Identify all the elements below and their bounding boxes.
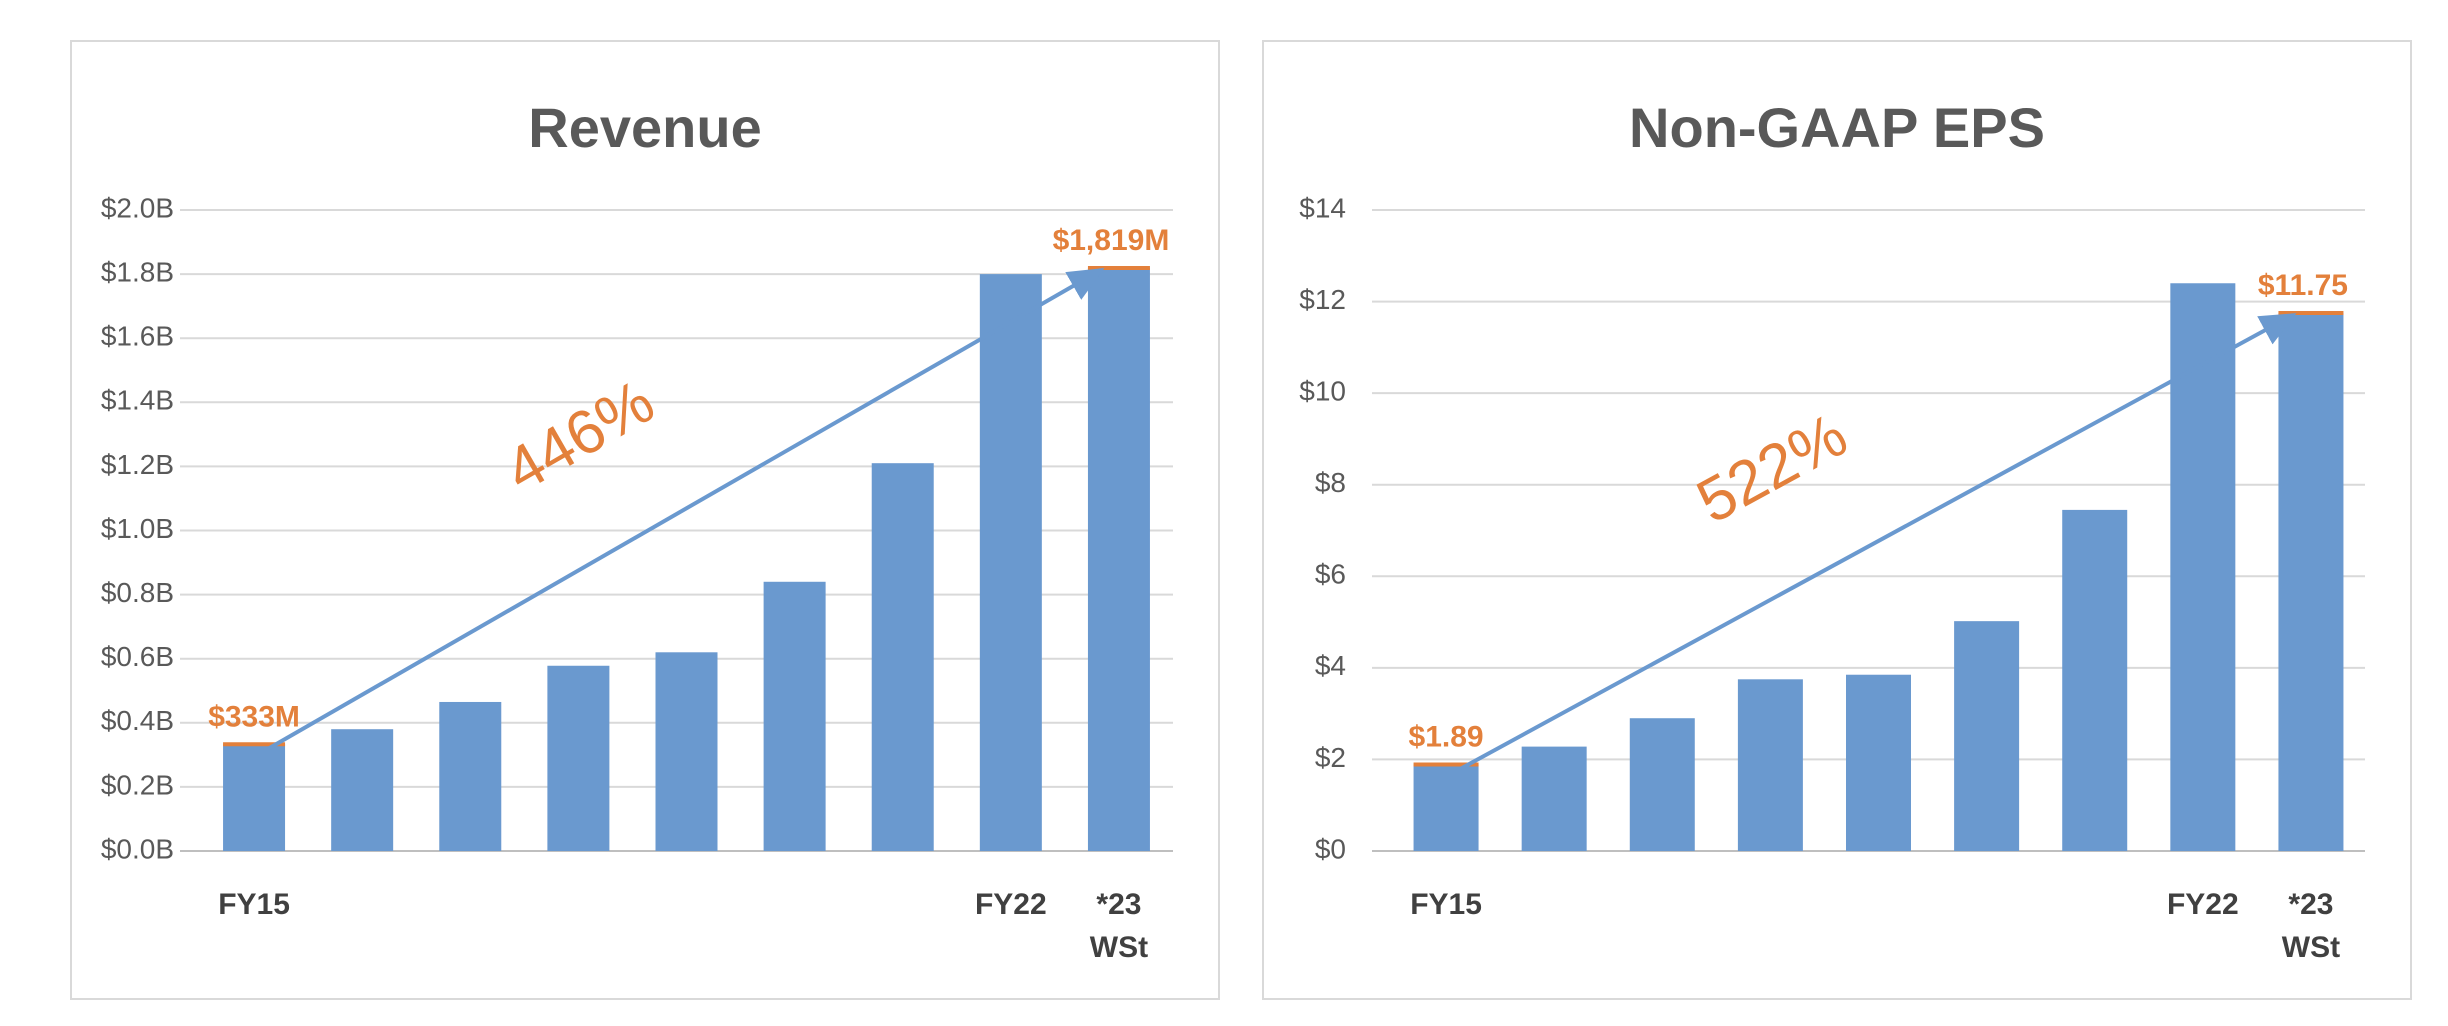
bar (547, 665, 610, 851)
y-tick-label: $1.2B (101, 449, 174, 480)
y-tick-label: $1.4B (101, 385, 174, 416)
bar (655, 652, 718, 851)
bar (2062, 509, 2128, 851)
y-tick-label: $2 (1315, 742, 1346, 773)
x-tick-sublabel: WSt (2282, 931, 2340, 964)
x-tick-label: FY22 (2167, 888, 2239, 921)
y-tick-label: $0.8B (101, 577, 174, 608)
bar (1087, 268, 1150, 851)
revenue-chart: Revenue $0.0B $0.2B $0.4B $0.6B $0.8B $1.0B $1.… (101, 96, 1173, 964)
x-tick-label: FY15 (218, 888, 290, 921)
bar (223, 744, 286, 851)
revenue-chart-panel: Revenue $0.0B $0.2B $0.4B $0.6B $0.8B $1.0B $1.… (70, 40, 1220, 1000)
bar (1737, 679, 1803, 851)
y-tick-label: $0.6B (101, 641, 174, 672)
bar (331, 729, 394, 851)
bar (2278, 313, 2344, 852)
y-tick-label: $0.2B (101, 769, 174, 800)
y-tick-label: $1.6B (101, 321, 174, 352)
eps-chart-panel: Non-GAAP EPS $0 $2 $4 $6 $8 $10 $12 $14 FY15 FY22 *… (1262, 40, 2412, 1000)
x-tick-label: *23 (1096, 888, 1141, 921)
bar (871, 463, 934, 851)
y-tick-label: $10 (1299, 376, 1346, 407)
bar (1413, 764, 1479, 851)
end-value-label: $1,819M (1053, 224, 1170, 257)
y-tick-label: $0 (1315, 833, 1346, 864)
start-value-label: $333M (208, 700, 300, 733)
bar (1629, 718, 1695, 851)
y-tick-label: $6 (1315, 559, 1346, 590)
y-tick-label: $1.0B (101, 513, 174, 544)
bar (1846, 674, 1911, 851)
start-value-label: $1.89 (1409, 720, 1484, 753)
y-tick-label: $12 (1299, 284, 1346, 315)
bar (1954, 621, 2020, 851)
y-tick-label: $8 (1315, 467, 1346, 498)
y-tick-label: $1.8B (101, 256, 174, 287)
bar (439, 701, 502, 851)
growth-arrow (1460, 313, 2297, 771)
y-tick-label: $14 (1299, 192, 1346, 223)
bar (979, 274, 1042, 852)
y-tick-label: $0.4B (101, 705, 174, 736)
growth-label: 446% (494, 367, 666, 506)
bar (2170, 283, 2236, 851)
bar (763, 581, 826, 851)
y-tick-label: $4 (1315, 650, 1346, 681)
y-tick-label: $2.0B (101, 192, 174, 223)
growth-label: 522% (1686, 401, 1858, 537)
x-tick-label: FY15 (1410, 888, 1482, 921)
bar (1521, 746, 1587, 851)
growth-arrow (268, 268, 1105, 751)
end-value-label: $11.75 (2258, 269, 2348, 302)
chart-title: Revenue (528, 96, 761, 159)
eps-chart: Non-GAAP EPS $0 $2 $4 $6 $8 $10 $12 $14 FY15 FY22 *… (1299, 96, 2365, 964)
x-tick-label: *23 (2288, 888, 2333, 921)
chart-title: Non-GAAP EPS (1629, 96, 2045, 159)
y-tick-label: $0.0B (101, 833, 174, 864)
x-tick-label: FY22 (975, 888, 1047, 921)
x-tick-sublabel: WSt (1090, 931, 1148, 964)
